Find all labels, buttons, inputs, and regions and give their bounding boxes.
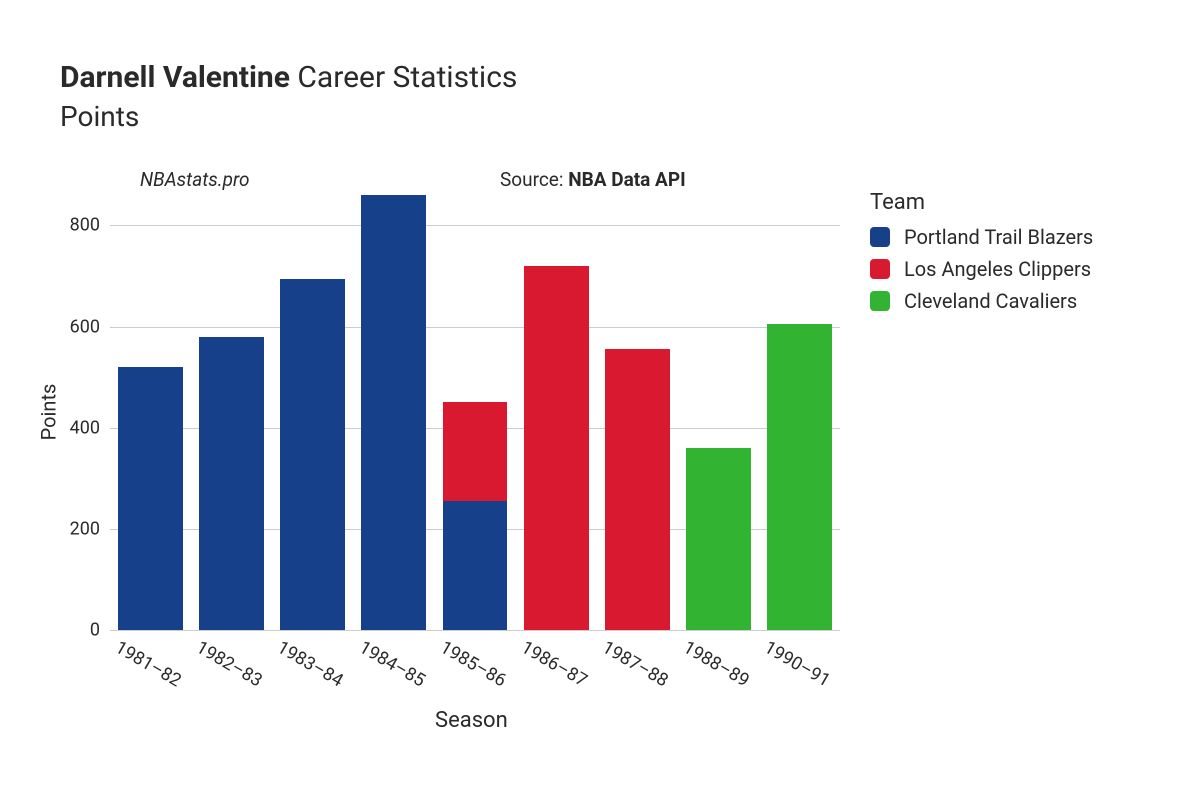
- title-suffix: Career Statistics: [297, 60, 517, 95]
- bar: [524, 190, 589, 630]
- legend-label: Portland Trail Blazers: [904, 225, 1093, 249]
- bar: [443, 190, 508, 630]
- legend-swatch: [870, 291, 890, 311]
- bar-segment: [361, 195, 426, 630]
- bar-segment: [280, 279, 345, 630]
- site-attribution: NBAstats.pro: [140, 168, 250, 191]
- source-prefix: Source:: [500, 168, 568, 191]
- y-tick-label: 600: [50, 316, 110, 337]
- legend-item: Los Angeles Clippers: [870, 257, 1093, 281]
- x-axis-label: Season: [435, 708, 508, 733]
- bar: [686, 190, 751, 630]
- bar: [280, 190, 345, 630]
- bar-segment: [443, 402, 508, 501]
- y-tick-label: 800: [50, 215, 110, 236]
- bar: [767, 190, 832, 630]
- bar: [118, 190, 183, 630]
- bar-segment: [443, 501, 508, 630]
- legend-title: Team: [870, 190, 1093, 215]
- legend-item: Portland Trail Blazers: [870, 225, 1093, 249]
- legend-swatch: [870, 259, 890, 279]
- bar-chart: 02004006008001981–821982–831983–841984–8…: [110, 190, 840, 630]
- source-name: NBA Data API: [568, 168, 685, 191]
- legend: Team Portland Trail Blazers Los Angeles C…: [870, 190, 1093, 321]
- player-name: Darnell Valentine: [60, 60, 290, 95]
- bar: [361, 190, 426, 630]
- bar-segment: [605, 349, 670, 630]
- chart-container: Darnell Valentine Career Statistics Poin…: [0, 0, 1200, 800]
- y-tick-label: 0: [50, 620, 110, 641]
- chart-subtitle: Points: [60, 100, 1160, 133]
- legend-item: Cleveland Cavaliers: [870, 289, 1093, 313]
- y-tick-label: 200: [50, 518, 110, 539]
- y-axis-label: Points: [36, 384, 60, 441]
- bar-segment: [524, 266, 589, 630]
- bar-segment: [767, 324, 832, 630]
- legend-swatch: [870, 227, 890, 247]
- bar-segment: [199, 337, 264, 630]
- gridline: [110, 630, 840, 631]
- source-attribution: Source: NBA Data API: [500, 168, 686, 191]
- bar: [199, 190, 264, 630]
- bar-segment: [686, 448, 751, 630]
- plot-area: 02004006008001981–821982–831983–841984–8…: [110, 190, 840, 630]
- bar-segment: [118, 367, 183, 630]
- legend-label: Los Angeles Clippers: [904, 257, 1091, 281]
- chart-title: Darnell Valentine Career Statistics: [60, 60, 1160, 96]
- legend-label: Cleveland Cavaliers: [904, 289, 1077, 313]
- bar: [605, 190, 670, 630]
